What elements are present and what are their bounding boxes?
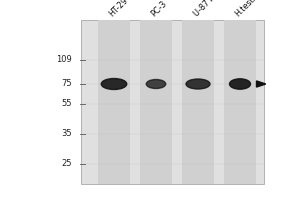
Text: 35: 35 — [61, 130, 72, 139]
Text: U-87 MG: U-87 MG — [192, 0, 223, 18]
Bar — [140, 20, 172, 184]
Text: 109: 109 — [56, 55, 72, 64]
Bar — [98, 20, 130, 184]
Text: HT-29: HT-29 — [108, 0, 130, 18]
Text: 75: 75 — [61, 79, 72, 88]
Polygon shape — [256, 81, 266, 87]
Text: 25: 25 — [61, 160, 72, 168]
Bar — [182, 20, 214, 184]
Text: PC-3: PC-3 — [150, 0, 169, 18]
Text: 55: 55 — [61, 99, 72, 108]
Ellipse shape — [101, 78, 127, 90]
Ellipse shape — [146, 79, 166, 88]
Ellipse shape — [230, 79, 250, 89]
Text: H.testis: H.testis — [234, 0, 261, 18]
Bar — [224, 20, 256, 184]
Ellipse shape — [186, 79, 210, 89]
Bar — [81, 20, 264, 184]
